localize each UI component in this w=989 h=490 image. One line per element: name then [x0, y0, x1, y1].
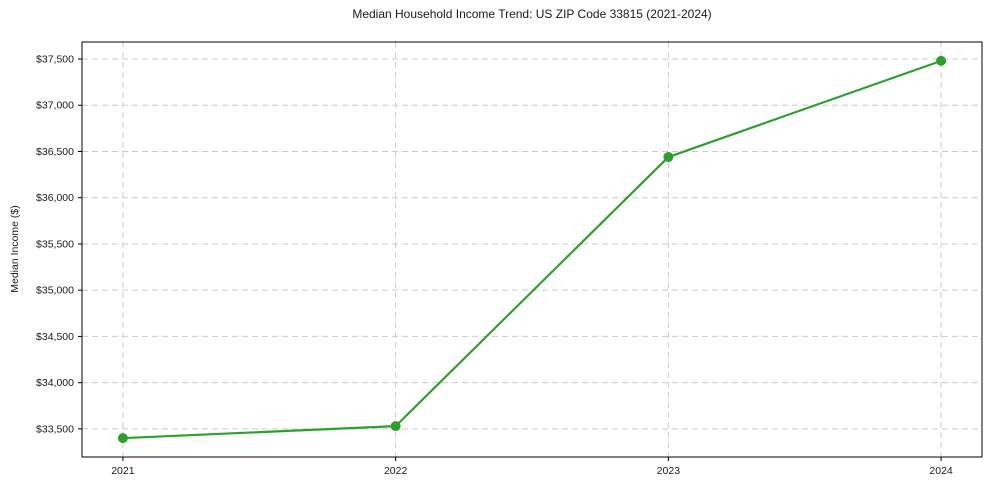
y-tick-label: $36,000 — [36, 192, 74, 204]
y-tick-label: $37,000 — [36, 100, 74, 112]
x-tick-label: 2024 — [929, 465, 953, 477]
data-point-marker — [390, 421, 401, 432]
chart-title: Median Household Income Trend: US ZIP Co… — [352, 7, 712, 21]
y-tick-label: $36,500 — [36, 146, 74, 158]
x-tick-label: 2021 — [111, 465, 135, 477]
data-point-marker — [663, 152, 674, 163]
y-axis-label: Median Income ($) — [9, 205, 21, 293]
y-tick-label: $34,000 — [36, 377, 74, 389]
x-tick-label: 2022 — [384, 465, 408, 477]
y-tick-label: $35,500 — [36, 238, 74, 250]
y-tick-label: $34,500 — [36, 331, 74, 343]
data-point-marker — [936, 55, 947, 66]
data-point-marker — [117, 433, 128, 444]
y-tick-label: $33,500 — [36, 423, 74, 435]
x-tick-label: 2023 — [657, 465, 681, 477]
y-tick-label: $37,500 — [36, 54, 74, 66]
y-tick-label: $35,000 — [36, 285, 74, 297]
trend-line — [121, 59, 943, 440]
axes-spines — [81, 41, 983, 458]
